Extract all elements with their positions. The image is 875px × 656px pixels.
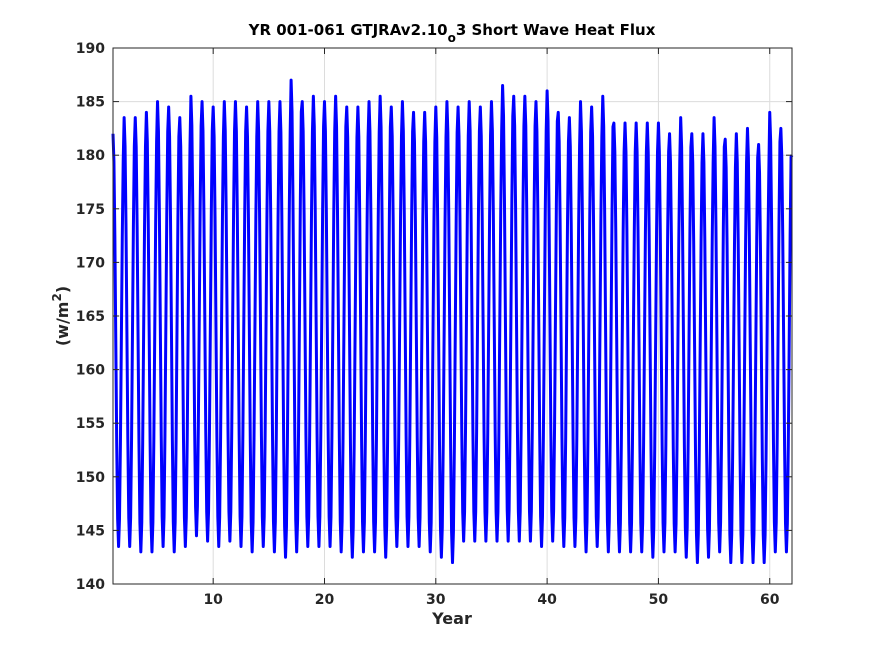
y-tick-label: 185 — [76, 95, 105, 111]
x-axis-label: Year — [431, 609, 472, 628]
x-tick-label: 20 — [315, 592, 335, 608]
y-axis-label: (w/m2) — [50, 286, 72, 346]
chart-title-main: YR 001-061 GTJRAv2.10 — [248, 21, 448, 39]
y-tick-label: 190 — [76, 41, 105, 57]
y-tick-label: 155 — [76, 416, 105, 432]
x-tick-label: 40 — [537, 592, 557, 608]
y-tick-label: 180 — [76, 148, 105, 164]
y-tick-label: 150 — [76, 470, 105, 486]
y-tick-label: 140 — [76, 577, 105, 593]
y-tick-label: 160 — [76, 363, 105, 379]
y-axis-label-tail: ) — [53, 286, 72, 293]
y-axis-label-main: (w/m — [53, 302, 72, 347]
plot-series — [111, 78, 794, 565]
x-tick-label: 60 — [760, 592, 780, 608]
y-tick-label: 170 — [76, 255, 105, 271]
series-line — [111, 78, 794, 565]
chart-title-subscript: o — [448, 31, 456, 45]
y-tick-label: 145 — [76, 523, 105, 539]
y-tick-label: 175 — [76, 202, 105, 218]
chart-title: YR 001-061 GTJRAv2.10o3 Short Wave Heat … — [248, 21, 656, 45]
chart-title-tail: 3 Short Wave Heat Flux — [456, 21, 656, 39]
y-axis-label-superscript: 2 — [50, 293, 64, 301]
x-tick-label: 50 — [649, 592, 669, 608]
x-tick-label: 10 — [203, 592, 223, 608]
axis-ticks — [113, 47, 792, 585]
x-tick-label: 30 — [426, 592, 446, 608]
y-tick-label: 165 — [76, 309, 105, 325]
